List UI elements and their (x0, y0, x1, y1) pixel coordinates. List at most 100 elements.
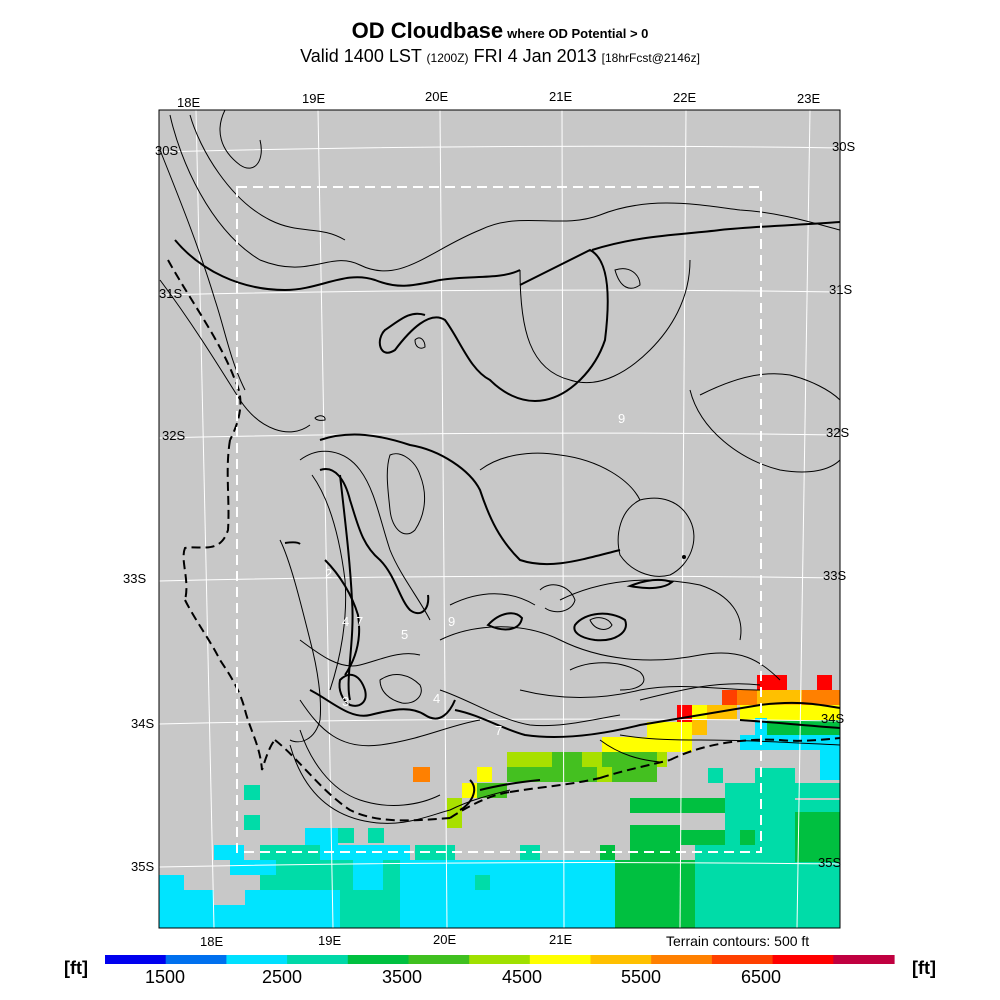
cloudbase-cell (740, 830, 755, 845)
contour-label: 7 (356, 614, 363, 629)
cloudbase-cell (600, 845, 615, 860)
cloudbase-cell (657, 752, 667, 767)
lat-label: 31S (829, 282, 852, 297)
cloudbase-cell (795, 783, 840, 798)
valid-zulu: (1200Z) (426, 51, 469, 65)
lon-label: 21E (549, 89, 572, 104)
cloudbase-cell (260, 845, 320, 860)
legend-swatch (711, 955, 774, 964)
valid-prefix: Valid 1400 LST (300, 46, 422, 66)
lat-label: 31S (159, 286, 182, 301)
lat-label: 35S (818, 855, 841, 870)
cloudbase-cell (630, 798, 725, 813)
latitude-labels-left: 30S 31S 32S 33S 34S 35S (123, 143, 185, 874)
legend-tick: 6500 (741, 967, 781, 987)
legend-swatch (408, 955, 470, 964)
lat-label: 35S (131, 859, 154, 874)
cloudbase-cell (415, 845, 455, 860)
map-frame (158, 109, 841, 929)
cloudbase-cell (737, 690, 757, 705)
cloudbase-cell (767, 690, 787, 705)
legend-swatch (347, 955, 410, 964)
cloudbase-cell (244, 785, 260, 800)
cloudbase-cell (795, 812, 840, 862)
cloudbase-cell (276, 860, 338, 875)
lat-label: 30S (155, 143, 178, 158)
lat-label: 30S (832, 139, 855, 154)
lon-label: 20E (433, 932, 456, 947)
cloudbase-cell (340, 890, 400, 928)
contour-label: 2 (325, 566, 332, 581)
lat-label: 32S (162, 428, 185, 443)
cloudbase-cell (600, 860, 615, 928)
cloudbase-cell (657, 737, 692, 752)
cloudbase-cell (520, 845, 540, 860)
chart-title: OD Cloudbase where OD Potential > 0 (0, 18, 1000, 44)
cloudbase-cell (353, 860, 383, 890)
cloudbase-cell (707, 705, 737, 720)
lon-label: 18E (177, 95, 200, 110)
forecast-info: [18hrFcst@2146z] (601, 51, 700, 65)
contour-label: 3 (342, 694, 349, 709)
legend-swatch (833, 955, 895, 964)
cloudbase-cell (567, 767, 597, 782)
cloudbase-cell (757, 690, 767, 705)
title-main: OD Cloudbase (351, 18, 504, 43)
legend-swatch (590, 955, 652, 964)
cloudbase-cell (692, 720, 707, 735)
cloudbase-cell (722, 690, 737, 705)
cloudbase-cell (582, 752, 602, 767)
lon-label: 23E (797, 91, 820, 106)
longitude-labels-bottom: 18E 19E 20E 21E (200, 932, 572, 949)
cloudbase-cell (615, 860, 695, 928)
contour-labels: 9 9 2 4 7 5 4 3 7 (325, 411, 625, 738)
lon-label: 18E (200, 934, 223, 949)
legend-tick: 4500 (502, 967, 542, 987)
cloudbase-cell (770, 705, 840, 720)
cloudbase-cell (820, 750, 840, 780)
cloudbase-cell (475, 875, 490, 890)
cloudbase-cell (680, 830, 725, 845)
cloudbase-cell (602, 737, 657, 752)
cloudbase-cell (602, 752, 657, 767)
lon-label: 20E (425, 89, 448, 104)
cloudbase-cell (184, 890, 214, 928)
cloudbase-cell (214, 845, 244, 860)
lon-label: 19E (318, 933, 341, 948)
terrain-contours (159, 109, 841, 824)
valid-date: FRI 4 Jan 2013 (473, 46, 597, 66)
title-subtitle: where OD Potential > 0 (507, 26, 649, 41)
legend-swatch (469, 955, 531, 964)
cloudbase-cell (507, 752, 552, 767)
longitude-labels-top: 18E 19E 20E 21E 22E 23E (177, 89, 820, 110)
lon-label: 21E (549, 932, 572, 947)
cloudbase-cell (260, 875, 340, 890)
cloudbase-cell (757, 675, 787, 690)
legend-swatch (651, 955, 713, 964)
cloudbase-cell (413, 767, 430, 782)
lat-lon-grid (158, 109, 841, 929)
cloudbase-cell (787, 690, 802, 705)
cloudbase-cell (692, 705, 707, 720)
cloudbase-cell (708, 768, 723, 783)
latitude-labels-right: 30S 31S 32S 33S 34S 35S (818, 139, 855, 870)
cloudbase-cell (400, 860, 460, 928)
valid-time: Valid 1400 LST (1200Z) FRI 4 Jan 2013 [1… (0, 46, 1000, 67)
cloudbase-cell (368, 828, 384, 843)
legend-unit-right: [ft] (912, 958, 936, 978)
terrain-note: Terrain contours: 500 ft (666, 933, 810, 949)
lat-label: 33S (823, 568, 846, 583)
cloudbase-cell (817, 675, 832, 690)
cloudbase-cell (647, 722, 692, 737)
lat-label: 32S (826, 425, 849, 440)
cloudbase-cell (230, 860, 276, 875)
legend-swatch (772, 955, 834, 964)
cloudbase-cell (507, 767, 522, 782)
cloudbase-cell (552, 752, 582, 767)
cloudbase-cell (522, 767, 567, 782)
lon-label: 19E (302, 91, 325, 106)
cloudbase-cell (630, 825, 680, 860)
lat-label: 33S (123, 571, 146, 586)
lat-label: 34S (131, 716, 154, 731)
